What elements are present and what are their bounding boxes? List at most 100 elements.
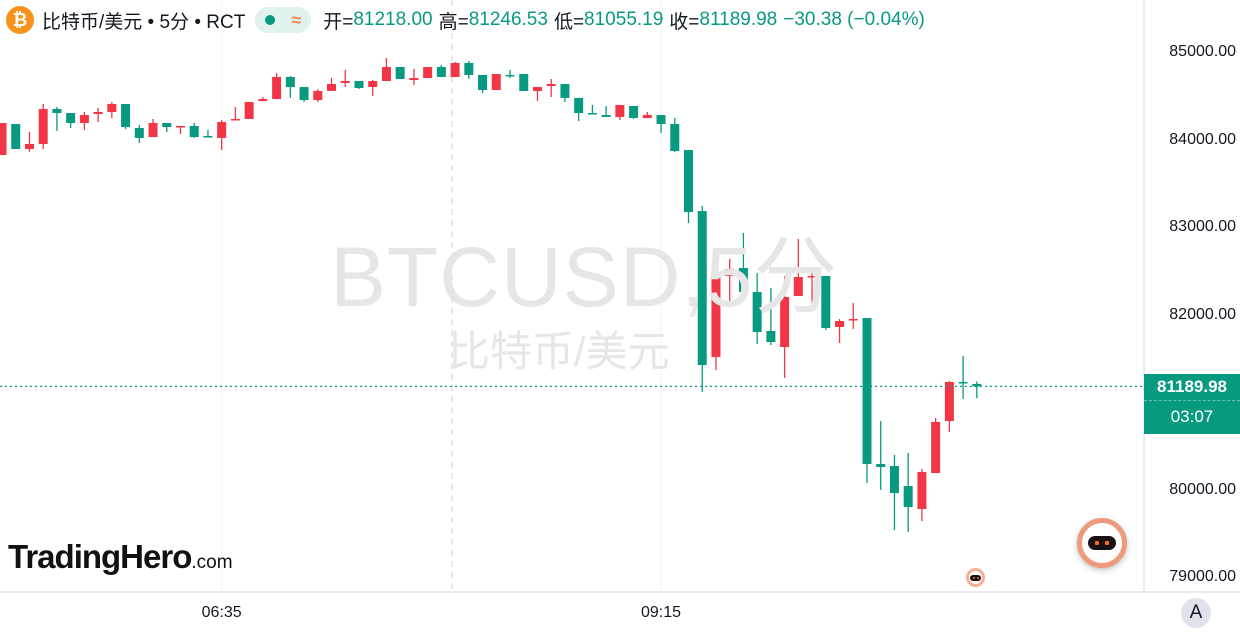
candle[interactable] bbox=[766, 288, 776, 345]
candle[interactable] bbox=[587, 104, 597, 115]
candle[interactable] bbox=[903, 452, 913, 532]
candle[interactable] bbox=[244, 102, 254, 119]
candle[interactable] bbox=[876, 421, 886, 490]
candle[interactable] bbox=[203, 130, 213, 138]
candle[interactable] bbox=[642, 111, 652, 119]
candle[interactable] bbox=[272, 73, 282, 100]
candle[interactable] bbox=[848, 302, 858, 329]
candle[interactable] bbox=[862, 318, 872, 483]
candle-body bbox=[93, 111, 103, 114]
candle[interactable] bbox=[299, 87, 309, 102]
candle-body bbox=[381, 67, 391, 81]
candle[interactable] bbox=[395, 67, 405, 79]
candle[interactable] bbox=[175, 125, 185, 135]
candle[interactable] bbox=[629, 106, 639, 119]
candle[interactable] bbox=[464, 60, 474, 79]
candle-body bbox=[464, 62, 474, 75]
candle[interactable] bbox=[258, 97, 268, 102]
candle[interactable] bbox=[793, 239, 803, 296]
candle[interactable] bbox=[725, 258, 735, 303]
candle[interactable] bbox=[931, 417, 941, 473]
robot-marker-icon[interactable] bbox=[966, 568, 985, 587]
candle-body bbox=[244, 102, 254, 119]
candle[interactable] bbox=[738, 232, 748, 294]
candle[interactable] bbox=[162, 123, 172, 133]
change-value: −30.38 (−0.04%) bbox=[783, 9, 925, 30]
time-tick-label: 06:35 bbox=[201, 604, 242, 621]
candle[interactable] bbox=[409, 69, 419, 86]
candle-body bbox=[725, 269, 735, 277]
candle[interactable] bbox=[79, 111, 89, 130]
candle[interactable] bbox=[835, 319, 845, 343]
candle[interactable] bbox=[574, 97, 584, 121]
candle[interactable] bbox=[189, 123, 199, 138]
low-label: 低= bbox=[553, 11, 585, 33]
candle[interactable] bbox=[436, 64, 446, 77]
candle[interactable] bbox=[354, 81, 364, 89]
candle[interactable] bbox=[958, 356, 968, 399]
auto-scale-button[interactable]: A bbox=[1181, 598, 1211, 628]
candle[interactable] bbox=[24, 132, 34, 152]
candle[interactable] bbox=[972, 381, 982, 399]
candle[interactable] bbox=[491, 74, 501, 91]
candle[interactable] bbox=[752, 272, 762, 345]
candle[interactable] bbox=[917, 468, 927, 522]
candle-body bbox=[835, 321, 845, 327]
high-label: 高= bbox=[438, 11, 469, 33]
candle-body bbox=[0, 123, 7, 156]
watermark-symbol: BTCUSD,5分 bbox=[330, 230, 839, 324]
candle[interactable] bbox=[134, 125, 144, 144]
candle[interactable] bbox=[381, 57, 391, 81]
candle[interactable] bbox=[0, 123, 7, 156]
robot-assistant-icon[interactable] bbox=[1077, 518, 1127, 568]
candle[interactable] bbox=[889, 454, 899, 530]
candle[interactable] bbox=[450, 62, 460, 77]
price-tick-label: 84000.00 bbox=[1169, 130, 1236, 148]
candle[interactable] bbox=[711, 260, 721, 371]
candle[interactable] bbox=[327, 78, 337, 91]
candle[interactable] bbox=[93, 108, 103, 123]
price-tick-label: 85000.00 bbox=[1169, 43, 1236, 60]
symbol-title[interactable]: 比特币/美元 • 5分 • RCT bbox=[42, 11, 246, 33]
candle[interactable] bbox=[11, 123, 21, 149]
candle[interactable] bbox=[780, 276, 790, 378]
candle-body bbox=[107, 104, 117, 112]
candle-body bbox=[711, 277, 721, 357]
candle[interactable] bbox=[285, 76, 295, 98]
candle[interactable] bbox=[519, 74, 529, 91]
candle[interactable] bbox=[546, 78, 556, 98]
candle[interactable] bbox=[944, 381, 954, 432]
candle[interactable] bbox=[807, 272, 817, 305]
candle[interactable] bbox=[340, 69, 350, 88]
candle[interactable] bbox=[121, 104, 131, 130]
candle[interactable] bbox=[313, 88, 323, 102]
candle[interactable] bbox=[697, 206, 707, 392]
candle[interactable] bbox=[684, 150, 693, 224]
candle[interactable] bbox=[38, 104, 48, 149]
candle-body bbox=[436, 67, 446, 77]
candle[interactable] bbox=[821, 276, 831, 331]
candle[interactable] bbox=[423, 67, 433, 79]
candle-body bbox=[189, 125, 199, 137]
candle[interactable] bbox=[656, 115, 666, 133]
candle-body bbox=[889, 466, 899, 494]
candle[interactable] bbox=[368, 80, 378, 96]
candle[interactable] bbox=[66, 113, 76, 128]
candle[interactable] bbox=[505, 69, 515, 79]
tradinghero-logo[interactable]: TradingHero.com bbox=[8, 538, 233, 576]
candle[interactable] bbox=[532, 87, 542, 102]
candle[interactable] bbox=[670, 118, 680, 152]
candle[interactable] bbox=[107, 102, 117, 119]
candle[interactable] bbox=[560, 83, 570, 102]
candle[interactable] bbox=[601, 106, 611, 117]
candle[interactable] bbox=[478, 74, 488, 93]
candle[interactable] bbox=[230, 106, 240, 121]
candle[interactable] bbox=[217, 120, 227, 151]
candle-body bbox=[574, 97, 584, 114]
candle[interactable] bbox=[615, 104, 625, 121]
candle[interactable] bbox=[148, 118, 158, 137]
market-status-pill[interactable]: ≈ bbox=[255, 7, 312, 33]
market-open-dot-icon bbox=[265, 15, 276, 25]
candle[interactable] bbox=[52, 106, 62, 131]
